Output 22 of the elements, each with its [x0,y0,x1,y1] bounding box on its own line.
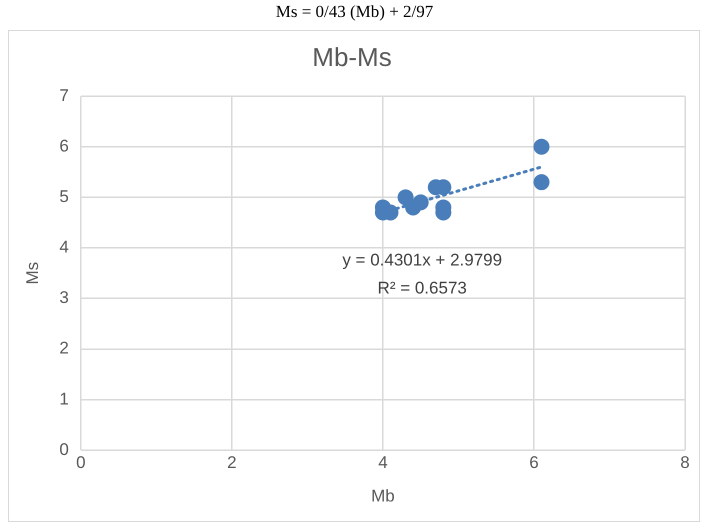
y-tick-label: 1 [59,389,69,408]
point [534,138,550,155]
x-tick-label: 8 [680,453,690,472]
y-tick-label: 5 [59,187,69,206]
point [534,174,550,190]
x-tick-label: 6 [529,453,539,472]
x-axis-title: Mb [371,486,395,506]
text: Ms = 0/43 (Mb) + 2/97 [274,2,434,22]
y-tick-label: 3 [59,288,69,308]
y-tick-label: 6 [59,136,69,156]
x-tick-label: 0 [76,453,86,472]
point [412,194,429,210]
annotation: R² = 0.6573 [378,278,467,298]
annotation: y = 0.4301x + 2.9799 [342,250,502,270]
y-axis-title: Ms [22,262,42,285]
y-tick-label: 7 [59,86,69,105]
y-tick-label: 4 [59,238,69,257]
x-tick-label: 2 [227,453,237,472]
y-tick-label: 0 [59,440,69,459]
chart-title: Mb-Ms [312,42,392,72]
x-tick-label: 4 [378,453,388,472]
y-tick-label: 2 [59,338,69,358]
